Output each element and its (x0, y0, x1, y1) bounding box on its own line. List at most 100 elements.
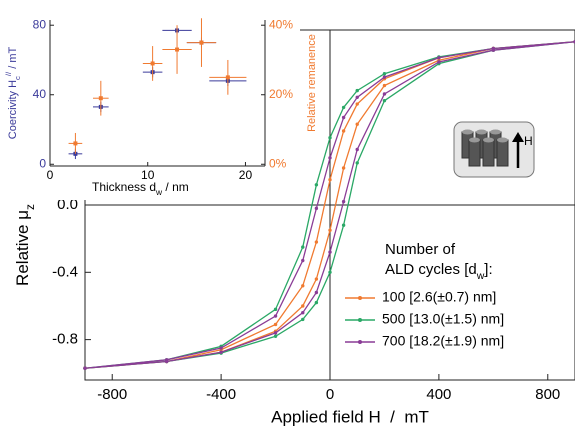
text-part: ALD cycles [d (385, 261, 477, 278)
text-part: z (23, 204, 37, 210)
x-tick-label: 400 (426, 386, 451, 403)
data-point (328, 228, 332, 232)
pillar-top (483, 137, 494, 143)
pillar-top (469, 137, 480, 143)
data-point (73, 141, 78, 146)
data-point (301, 258, 305, 263)
data-point (355, 147, 359, 152)
x-tick-label: -800 (97, 386, 127, 403)
data-point (355, 161, 359, 165)
data-point (301, 284, 305, 288)
legend-marker (358, 296, 362, 300)
data-point (175, 47, 180, 52)
data-point (314, 300, 319, 305)
data-point (355, 122, 359, 126)
data-point (328, 270, 332, 275)
x-tick-label: 10 (141, 168, 155, 182)
data-point (382, 75, 387, 79)
data-point (491, 46, 496, 51)
legend-label: 700 [18.2(±1.9) nm] (382, 333, 504, 349)
text-part: Thickness d (92, 180, 156, 194)
x-tick-label: -400 (206, 386, 236, 403)
pillar-top (462, 129, 473, 135)
text-part: Relative μ (13, 210, 32, 286)
data-point (382, 72, 387, 76)
data-point (328, 250, 332, 254)
data-point (382, 98, 387, 103)
y-tick-label: -0.8 (52, 331, 78, 348)
data-point (314, 240, 319, 244)
y-axis-label: Relative μz (13, 204, 37, 286)
schematic: H (453, 121, 535, 178)
text-part: Number of (385, 241, 456, 258)
data-point (273, 334, 278, 338)
data-point (301, 317, 305, 322)
data-point (437, 56, 441, 60)
data-point (328, 178, 332, 182)
data-point (341, 166, 346, 170)
data-point (314, 206, 319, 211)
data-point (301, 245, 305, 249)
data-point (164, 358, 169, 362)
y-axis-label: Coercivity Hc// / mT (4, 46, 22, 139)
data-point (437, 60, 441, 64)
legend-title: Number of ALD cycles [dw]: (385, 241, 493, 282)
text-part: / mT (7, 46, 19, 71)
x-axis-label: Applied field H / mT (271, 407, 429, 426)
legend-label: 100 [2.6(±0.7) nm] (382, 289, 496, 305)
data-point (355, 102, 359, 106)
data-point (273, 331, 278, 335)
data-point (98, 96, 103, 101)
x-tick-label: 0 (326, 386, 334, 403)
data-point (199, 40, 204, 45)
data-point (273, 307, 278, 312)
data-point (219, 350, 223, 354)
data-point (341, 129, 346, 133)
x-tick-label: 0 (47, 168, 54, 182)
data-point (328, 135, 332, 140)
data-point (341, 223, 346, 227)
pillar (468, 139, 481, 167)
data-point (341, 115, 346, 120)
legend-label: 500 [13.0(±1.5) nm] (382, 311, 504, 327)
pillar-top (490, 129, 501, 135)
pillar (482, 139, 495, 167)
text-part: w (476, 270, 485, 282)
data-point (314, 290, 319, 295)
data-point (301, 310, 305, 315)
data-point (314, 183, 319, 187)
y2-tick-label: 20% (269, 87, 293, 101)
y-tick-label: 0 (39, 156, 46, 170)
data-point (314, 277, 319, 281)
data-point (382, 83, 387, 88)
data-point (150, 61, 155, 66)
y2-tick-label: 40% (269, 17, 293, 31)
y-tick-label: -0.4 (52, 263, 78, 280)
legend-marker (358, 318, 362, 322)
pillar-top (497, 137, 508, 143)
text-part: ]: (484, 261, 492, 278)
data-point (328, 156, 332, 160)
data-point (273, 322, 278, 327)
data-point (83, 366, 87, 370)
y-tick-label: 40 (33, 87, 47, 101)
text-part: Coercivity H (7, 80, 19, 139)
x-tick-label: 20 (239, 168, 253, 182)
pillar-top (476, 129, 487, 135)
data-point (341, 199, 346, 204)
x-axis-label: Thickness dw / nm (92, 180, 189, 197)
y-tick-label: 0.0 (57, 196, 78, 213)
text-part: // (4, 71, 13, 76)
y2-axis-label: Relative remanence (306, 34, 318, 132)
text-part: w (155, 187, 163, 197)
data-point (355, 95, 359, 100)
schematic-label: H (524, 134, 533, 148)
data-point (382, 92, 387, 96)
data-point (219, 346, 223, 350)
data-point (355, 88, 359, 93)
y-tick-label: 80 (33, 17, 47, 31)
data-point (273, 314, 278, 318)
x-tick-label: 800 (535, 386, 560, 403)
data-point (225, 75, 230, 80)
